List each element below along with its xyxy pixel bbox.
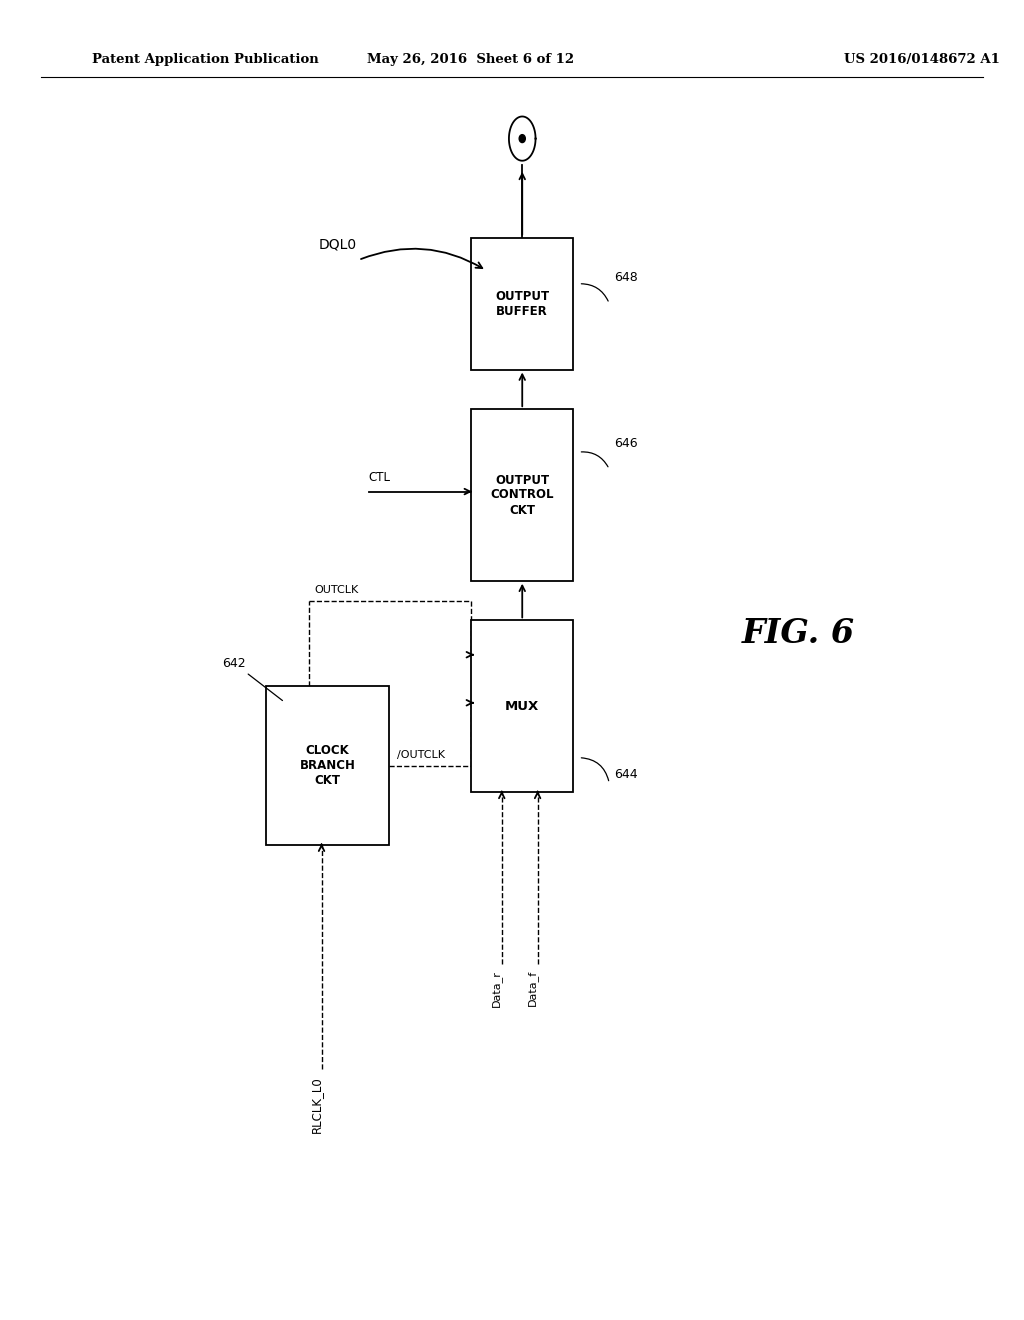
Text: May 26, 2016  Sheet 6 of 12: May 26, 2016 Sheet 6 of 12: [368, 53, 574, 66]
Text: RLCLK_L0: RLCLK_L0: [310, 1076, 323, 1133]
Text: OUTPUT
BUFFER: OUTPUT BUFFER: [496, 289, 549, 318]
Bar: [266, 686, 389, 845]
Text: OUTCLK: OUTCLK: [314, 585, 358, 595]
Bar: [471, 620, 573, 792]
Text: /OUTCLK: /OUTCLK: [397, 750, 445, 760]
Text: MUX: MUX: [505, 700, 540, 713]
Text: Patent Application Publication: Patent Application Publication: [92, 53, 318, 66]
Circle shape: [519, 135, 525, 143]
Bar: [471, 409, 573, 581]
Bar: [471, 238, 573, 370]
Text: Data_f: Data_f: [527, 970, 538, 1006]
Text: 644: 644: [614, 768, 638, 781]
Text: CTL: CTL: [369, 471, 390, 483]
Text: DQL0: DQL0: [318, 238, 357, 251]
Text: 646: 646: [614, 437, 638, 450]
Text: Data_r: Data_r: [492, 970, 502, 1007]
Text: CLOCK
BRANCH
CKT: CLOCK BRANCH CKT: [300, 744, 355, 787]
Text: 648: 648: [614, 271, 638, 284]
Text: US 2016/0148672 A1: US 2016/0148672 A1: [844, 53, 999, 66]
Text: FIG. 6: FIG. 6: [742, 618, 855, 651]
Text: OUTPUT
CONTROL
CKT: OUTPUT CONTROL CKT: [490, 474, 554, 516]
Text: 642: 642: [222, 656, 283, 701]
